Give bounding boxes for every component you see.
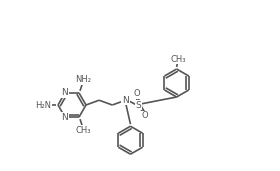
- Text: N: N: [122, 96, 129, 105]
- Text: CH₃: CH₃: [75, 126, 91, 135]
- Text: N: N: [62, 113, 68, 122]
- Text: H₂N: H₂N: [35, 101, 51, 109]
- Text: O: O: [141, 111, 148, 121]
- Text: NH₂: NH₂: [75, 75, 91, 84]
- Text: N: N: [62, 88, 68, 97]
- Text: O: O: [133, 89, 140, 98]
- Text: S: S: [136, 101, 141, 109]
- Text: CH₃: CH₃: [171, 55, 186, 63]
